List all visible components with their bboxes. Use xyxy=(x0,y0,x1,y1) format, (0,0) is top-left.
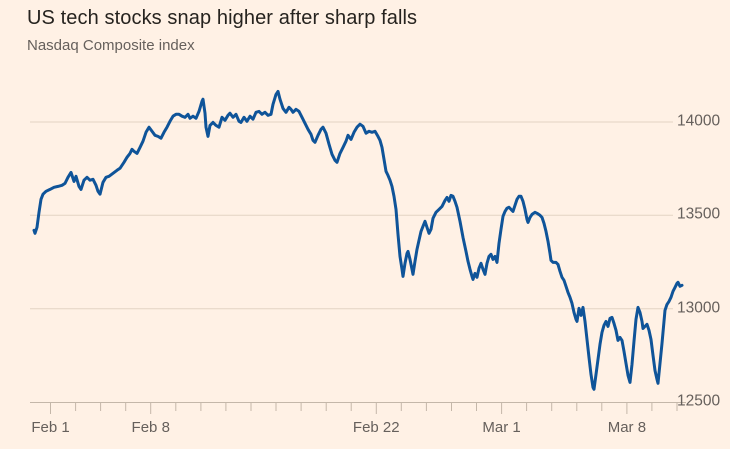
x-axis-label: Feb 8 xyxy=(131,419,170,436)
x-axis-label: Feb 1 xyxy=(31,419,70,436)
y-axis-label: 14000 xyxy=(677,112,721,130)
chart-subtitle: Nasdaq Composite index xyxy=(27,37,195,54)
y-axis-label: 13000 xyxy=(677,299,721,317)
y-axis-label: 12500 xyxy=(677,392,721,410)
y-axis-label: 13500 xyxy=(677,205,721,223)
price-line xyxy=(32,89,684,391)
x-axis-label: Mar 8 xyxy=(607,419,647,436)
chart-title: US tech stocks snap higher after sharp f… xyxy=(27,7,418,29)
x-axis-label: Feb 22 xyxy=(352,419,400,436)
x-axis-label: Mar 1 xyxy=(482,419,521,436)
